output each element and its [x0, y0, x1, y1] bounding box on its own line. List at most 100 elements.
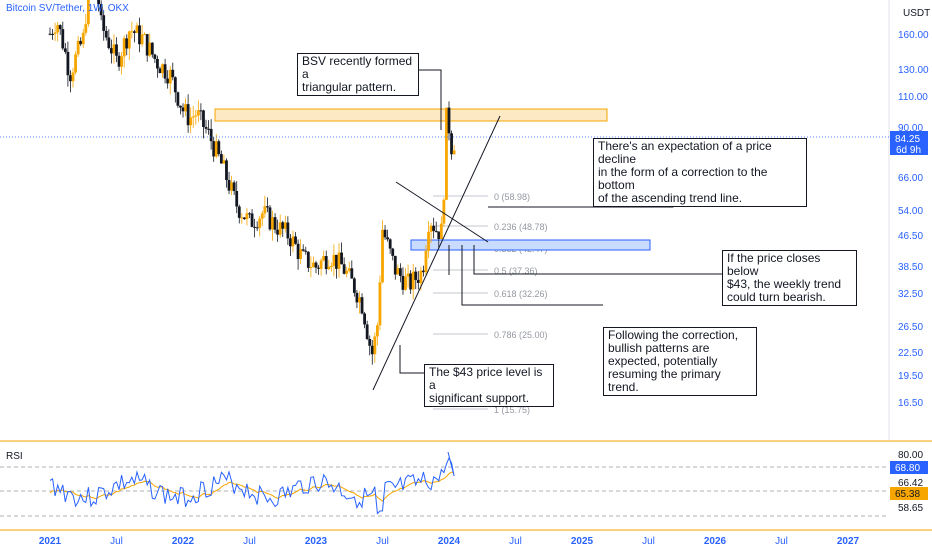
price-tick-label: 19.50 — [898, 371, 923, 382]
candle-body — [166, 78, 170, 84]
candle-body — [342, 264, 346, 274]
candle-body — [214, 141, 218, 157]
candle-body — [209, 128, 213, 142]
candle-body — [296, 243, 300, 259]
candle-body — [332, 254, 336, 266]
candle-body — [153, 54, 157, 59]
price-axis: USDT 160.00 130.00 110.00 90.00 66.00 54.00 46.… — [0, 0, 930, 440]
candle-body — [406, 273, 410, 277]
candle-body — [104, 30, 108, 38]
annotation-bullish: Following the correction, bullish patter… — [603, 327, 757, 396]
candle-body — [122, 38, 126, 57]
candle-body — [429, 225, 433, 232]
time-tick-label: 2023 — [305, 536, 328, 547]
fib-level-label: 0.618 (32.26) — [494, 289, 548, 299]
candle-body — [329, 265, 333, 267]
candle-body — [337, 252, 341, 269]
candle-body — [266, 206, 269, 208]
fib-level-label: 0.5 (37.36) — [494, 266, 538, 276]
candle-body — [439, 223, 443, 240]
candle-body — [53, 32, 57, 35]
candle-body — [381, 229, 384, 283]
candle-body — [117, 55, 121, 67]
support-zone — [410, 239, 651, 251]
candle-body — [140, 34, 144, 45]
candle-body — [291, 236, 295, 247]
candle-body — [242, 217, 246, 220]
symbol-title[interactable]: Bitcoin SV/Tether, 1W, OKX — [6, 3, 129, 14]
leader-lines — [399, 69, 722, 374]
candle-body — [97, 0, 100, 4]
candle-body — [58, 25, 62, 30]
candle-body — [217, 141, 221, 155]
last-price-value: 84.25 — [895, 134, 920, 145]
candle-body — [181, 107, 185, 112]
candle-body — [199, 110, 203, 112]
fib-level-label: 0.786 (25.00) — [494, 330, 548, 340]
candle-body — [81, 32, 85, 45]
candle-body — [322, 256, 326, 261]
price-tick-label: 160.00 — [898, 30, 929, 41]
rsi-value-tag — [890, 461, 928, 474]
candle-body — [304, 250, 308, 252]
time-tick-label: 2021 — [39, 536, 62, 547]
candle-body — [127, 31, 131, 49]
candle-body — [112, 44, 116, 54]
candle-body — [69, 75, 72, 82]
rsi-ma-line — [49, 471, 455, 502]
candle-body — [232, 182, 236, 192]
candle-body — [120, 56, 124, 67]
candles — [48, 0, 456, 365]
candle-body — [133, 31, 136, 33]
candle-body — [283, 222, 287, 229]
candle-body — [424, 250, 428, 273]
rsi-label[interactable]: RSI — [6, 451, 23, 462]
candle-body — [414, 271, 418, 280]
time-tick-label: Jul — [775, 536, 788, 547]
candle-body — [225, 160, 228, 181]
price-tick-label: 16.50 — [898, 398, 923, 409]
ascending-trendline — [372, 115, 501, 391]
candle-body — [191, 116, 195, 118]
countdown-value: 6d 9h — [896, 145, 921, 156]
candle-body — [179, 105, 182, 108]
candle-body — [163, 64, 167, 79]
candle-body — [130, 31, 134, 33]
candle-body — [299, 249, 303, 259]
axis-unit: USDT — [903, 8, 930, 19]
candle-body — [237, 206, 241, 218]
rsi-value: 68.80 — [895, 463, 920, 474]
candle-body — [125, 38, 129, 49]
candle-body — [109, 48, 113, 54]
time-tick-label: 2026 — [704, 536, 727, 547]
candle-body — [219, 154, 223, 164]
candle-body — [294, 236, 297, 244]
last-price-tag — [890, 131, 928, 155]
fib-level-label: 0.236 (48.78) — [494, 222, 548, 232]
candle-body — [373, 336, 377, 355]
candle-body — [345, 270, 349, 274]
rsi-tick-label: 80.00 — [898, 450, 923, 461]
candle-body — [51, 33, 54, 35]
candle-body — [432, 225, 436, 231]
time-axis: 2021 Jul 2022 Jul 2023 Jul 2024 Jul 2025 Jul 2026 J… — [39, 536, 860, 547]
candle-body — [173, 77, 177, 93]
candle-body — [289, 238, 292, 247]
fib-level-label: 0 (58.98) — [494, 192, 530, 202]
price-tick-label: 110.00 — [898, 92, 928, 103]
candle-body — [335, 254, 338, 269]
candle-body — [138, 25, 141, 45]
candle-body — [324, 256, 328, 270]
candle-body — [350, 268, 354, 279]
candle-body — [248, 213, 251, 215]
candle-body — [245, 213, 249, 220]
candle-body — [227, 180, 231, 191]
rsi-tick-label: 66.42 — [898, 478, 923, 489]
annotation-support: The $43 price level is a significant sup… — [424, 364, 554, 407]
candle-body — [452, 150, 456, 155]
candle-body — [204, 126, 208, 129]
price-tick-label: 32.50 — [898, 289, 923, 300]
candle-body — [115, 44, 118, 56]
candle-body — [71, 72, 75, 82]
candle-body — [434, 230, 438, 232]
